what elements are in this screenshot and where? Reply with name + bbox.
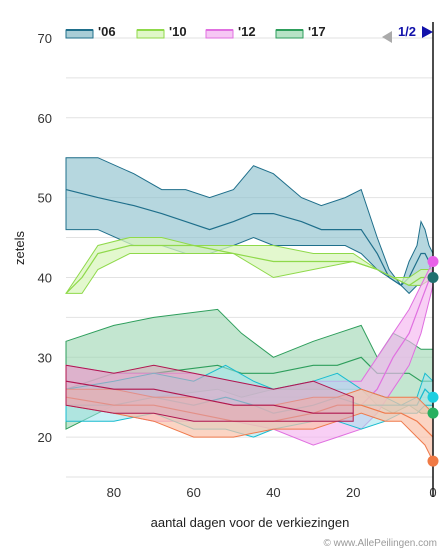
legend: '06 '10 '12 '17 1/2 [65,24,433,43]
end-points [427,255,439,467]
series-line [65,244,433,294]
x-axis-label: aantal dagen voor de verkiezingen [151,515,350,530]
end-point [427,271,439,283]
x-tick-label: 40 [266,485,280,500]
x-tick-label: 80 [107,485,121,500]
pager-next-icon[interactable] [422,26,433,38]
legend-label: '17 [308,24,326,39]
x-tick-label: 20 [346,485,360,500]
series-line [65,380,354,414]
legend-swatch [205,29,234,39]
pager-prev-icon[interactable] [382,31,392,43]
y-tick-label: 40 [38,270,52,285]
legend-label: '06 [98,24,116,39]
series-line [65,189,434,287]
y-tick-label: 70 [38,31,52,46]
legend-label: '10 [169,24,187,39]
end-point [427,255,439,267]
end-point [427,407,439,419]
x-tick-label: 60 [186,485,200,500]
legend-label: '12 [238,24,256,39]
pager-label: 1/2 [398,24,416,39]
legend-swatch [136,29,165,39]
series-bands [65,157,434,462]
legend-swatch [65,29,94,39]
series-band [65,157,434,295]
credit-text: © www.AllePeilingen.com [323,538,437,549]
legend-swatch [275,29,304,39]
y-axis-label: zetels [12,231,27,265]
y-tick-label: 50 [38,191,52,206]
y-tick-label: 20 [38,430,52,445]
y-tick-label: 60 [38,111,52,126]
end-point [427,455,439,467]
y-tick-label: 30 [38,350,52,365]
end-point [427,391,439,403]
